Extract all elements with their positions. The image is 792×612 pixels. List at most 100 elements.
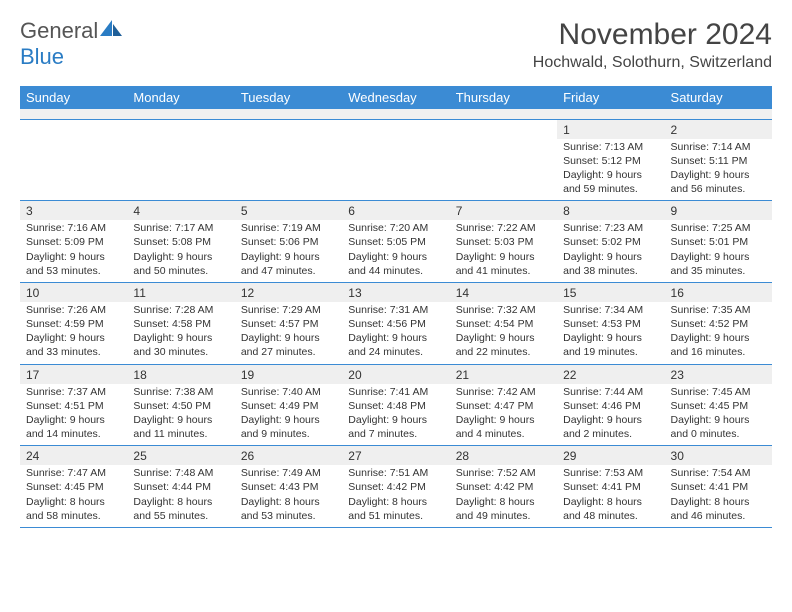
empty-cell [450,119,557,139]
day-header: Monday [127,86,234,109]
day-number: 2 [665,119,772,139]
week-daynum-row: 17181920212223 [20,364,772,384]
day-number: 24 [20,446,127,466]
logo-sail-icon [98,18,124,38]
week-detail-row: Sunrise: 7:37 AMSunset: 4:51 PMDaylight:… [20,384,772,446]
day-number: 13 [342,282,449,302]
day-detail: Sunrise: 7:22 AMSunset: 5:03 PMDaylight:… [450,220,557,282]
sunrise-line: Sunrise: 7:52 AM [456,466,551,480]
day-number: 16 [665,282,772,302]
day-number: 30 [665,446,772,466]
week-daynum-row: 3456789 [20,201,772,221]
day-detail: Sunrise: 7:48 AMSunset: 4:44 PMDaylight:… [127,465,234,527]
sunrise-line: Sunrise: 7:26 AM [26,303,121,317]
daylight-line: Daylight: 9 hours and 7 minutes. [348,413,443,441]
day-number: 12 [235,282,342,302]
sunset-line: Sunset: 5:09 PM [26,235,121,249]
daylight-line: Daylight: 8 hours and 53 minutes. [241,495,336,523]
sunrise-line: Sunrise: 7:28 AM [133,303,228,317]
day-detail: Sunrise: 7:28 AMSunset: 4:58 PMDaylight:… [127,302,234,364]
sunset-line: Sunset: 4:44 PM [133,480,228,494]
sunrise-line: Sunrise: 7:17 AM [133,221,228,235]
day-detail: Sunrise: 7:19 AMSunset: 5:06 PMDaylight:… [235,220,342,282]
sunrise-line: Sunrise: 7:13 AM [563,140,658,154]
day-number: 3 [20,201,127,221]
empty-cell [20,139,127,201]
logo-word2: Blue [20,44,64,69]
day-detail: Sunrise: 7:16 AMSunset: 5:09 PMDaylight:… [20,220,127,282]
day-number: 29 [557,446,664,466]
empty-cell [342,119,449,139]
day-detail: Sunrise: 7:26 AMSunset: 4:59 PMDaylight:… [20,302,127,364]
sunset-line: Sunset: 4:43 PM [241,480,336,494]
day-detail: Sunrise: 7:25 AMSunset: 5:01 PMDaylight:… [665,220,772,282]
empty-cell [127,119,234,139]
day-header: Friday [557,86,664,109]
day-number: 20 [342,364,449,384]
day-number: 11 [127,282,234,302]
empty-cell [20,119,127,139]
day-number: 7 [450,201,557,221]
day-header: Wednesday [342,86,449,109]
day-number: 28 [450,446,557,466]
daylight-line: Daylight: 9 hours and 24 minutes. [348,331,443,359]
day-number: 15 [557,282,664,302]
logo-text: General Blue [20,18,124,70]
sunset-line: Sunset: 4:54 PM [456,317,551,331]
sunset-line: Sunset: 5:11 PM [671,154,766,168]
day-number: 25 [127,446,234,466]
sunrise-line: Sunrise: 7:49 AM [241,466,336,480]
day-detail: Sunrise: 7:20 AMSunset: 5:05 PMDaylight:… [342,220,449,282]
sunrise-line: Sunrise: 7:45 AM [671,385,766,399]
daylight-line: Daylight: 9 hours and 38 minutes. [563,250,658,278]
sunrise-line: Sunrise: 7:16 AM [26,221,121,235]
sunset-line: Sunset: 4:53 PM [563,317,658,331]
day-detail: Sunrise: 7:29 AMSunset: 4:57 PMDaylight:… [235,302,342,364]
sunrise-line: Sunrise: 7:54 AM [671,466,766,480]
sunrise-line: Sunrise: 7:22 AM [456,221,551,235]
sunrise-line: Sunrise: 7:37 AM [26,385,121,399]
sunrise-line: Sunrise: 7:20 AM [348,221,443,235]
daylight-line: Daylight: 9 hours and 27 minutes. [241,331,336,359]
day-number: 17 [20,364,127,384]
day-number: 26 [235,446,342,466]
daylight-line: Daylight: 9 hours and 22 minutes. [456,331,551,359]
sunrise-line: Sunrise: 7:35 AM [671,303,766,317]
sunset-line: Sunset: 5:12 PM [563,154,658,168]
day-detail: Sunrise: 7:13 AMSunset: 5:12 PMDaylight:… [557,139,664,201]
sunrise-line: Sunrise: 7:19 AM [241,221,336,235]
week-detail-row: Sunrise: 7:16 AMSunset: 5:09 PMDaylight:… [20,220,772,282]
sunrise-line: Sunrise: 7:34 AM [563,303,658,317]
day-number: 1 [557,119,664,139]
month-title: November 2024 [533,18,772,52]
sunset-line: Sunset: 4:45 PM [26,480,121,494]
sunrise-line: Sunrise: 7:51 AM [348,466,443,480]
day-detail: Sunrise: 7:38 AMSunset: 4:50 PMDaylight:… [127,384,234,446]
header-spacer [20,109,772,119]
daylight-line: Daylight: 9 hours and 35 minutes. [671,250,766,278]
sunrise-line: Sunrise: 7:41 AM [348,385,443,399]
sunset-line: Sunset: 4:47 PM [456,399,551,413]
daylight-line: Daylight: 9 hours and 11 minutes. [133,413,228,441]
daylight-line: Daylight: 9 hours and 44 minutes. [348,250,443,278]
daylight-line: Daylight: 9 hours and 2 minutes. [563,413,658,441]
day-number: 19 [235,364,342,384]
daylight-line: Daylight: 9 hours and 9 minutes. [241,413,336,441]
sunrise-line: Sunrise: 7:40 AM [241,385,336,399]
day-detail: Sunrise: 7:23 AMSunset: 5:02 PMDaylight:… [557,220,664,282]
day-detail: Sunrise: 7:44 AMSunset: 4:46 PMDaylight:… [557,384,664,446]
sunset-line: Sunset: 4:58 PM [133,317,228,331]
day-detail: Sunrise: 7:14 AMSunset: 5:11 PMDaylight:… [665,139,772,201]
sunset-line: Sunset: 5:03 PM [456,235,551,249]
day-number: 8 [557,201,664,221]
day-header: Tuesday [235,86,342,109]
daylight-line: Daylight: 9 hours and 53 minutes. [26,250,121,278]
sunset-line: Sunset: 4:49 PM [241,399,336,413]
day-detail: Sunrise: 7:42 AMSunset: 4:47 PMDaylight:… [450,384,557,446]
day-number: 23 [665,364,772,384]
location: Hochwald, Solothurn, Switzerland [533,54,772,72]
daylight-line: Daylight: 9 hours and 30 minutes. [133,331,228,359]
daylight-line: Daylight: 9 hours and 59 minutes. [563,168,658,196]
day-header: Thursday [450,86,557,109]
daylight-line: Daylight: 8 hours and 51 minutes. [348,495,443,523]
